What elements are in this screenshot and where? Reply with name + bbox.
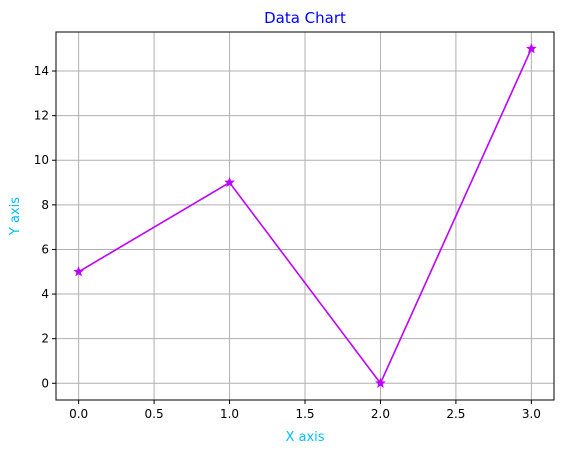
y-tick-label: 14 [34, 64, 49, 78]
y-tick-label: 4 [41, 287, 49, 301]
data-point [224, 176, 235, 188]
y-tick-label: 10 [34, 153, 49, 167]
x-tick-label: 0.5 [145, 407, 164, 421]
x-axis-label: X axis [285, 430, 324, 445]
y-tick-label: 2 [41, 332, 49, 346]
y-tick-label: 0 [41, 376, 49, 390]
x-tick-label: 2.5 [446, 407, 465, 421]
x-tick-label: 3.0 [522, 407, 541, 421]
x-tick-label: 0.0 [69, 407, 88, 421]
x-tick-label: 2.0 [371, 407, 390, 421]
chart-title: Data Chart [264, 9, 346, 27]
y-tick-label: 12 [34, 109, 49, 123]
data-point [526, 43, 537, 54]
series-line [78, 48, 533, 385]
y-axis-label: Y axis [8, 197, 23, 236]
y-tick-label: 6 [41, 242, 49, 256]
data-point [375, 377, 386, 388]
y-tick-label: 8 [41, 198, 49, 212]
data-point [73, 266, 84, 277]
x-tick-label: 1.5 [295, 407, 314, 421]
x-tick-label: 1.0 [220, 407, 239, 421]
